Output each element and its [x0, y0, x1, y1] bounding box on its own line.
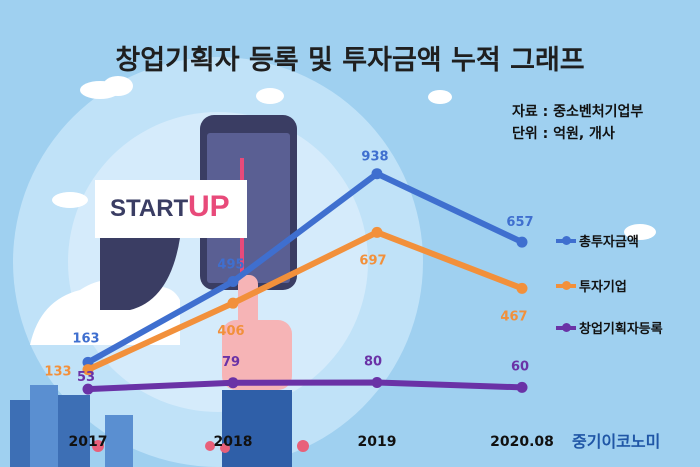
data-label: 467: [500, 309, 527, 324]
data-label: 938: [361, 150, 388, 165]
legend-swatch: [556, 235, 576, 245]
legend-item-investee: 투자기업: [556, 276, 627, 295]
x-tick-label: 2018: [214, 434, 253, 450]
x-tick-label: 2019: [358, 434, 397, 450]
data-label: 60: [511, 359, 529, 374]
data-point: [371, 226, 383, 238]
brand-logo-text: 중기이코노미: [572, 432, 661, 451]
data-point: [371, 168, 383, 180]
legend-label: 창업기획자등록: [579, 322, 663, 337]
data-label: 133: [44, 365, 71, 380]
legend-label: 투자기업: [579, 280, 627, 295]
data-label: 163: [72, 331, 99, 346]
city-buildings: [10, 385, 133, 467]
data-label: 495: [217, 258, 244, 273]
data-point: [516, 236, 528, 248]
legend-swatch: [556, 322, 576, 332]
data-point: [227, 377, 239, 389]
series-line: [85, 170, 525, 366]
data-point: [516, 282, 528, 294]
legend-label: 총투자금액: [579, 235, 639, 250]
data-point: [82, 364, 94, 376]
chart-title: 창업기획자 등록 및 투자금액 누적 그래프: [115, 45, 585, 76]
legend-item-accelerator-registration: 창업기획자등록: [556, 318, 663, 337]
startup-card: [95, 180, 247, 238]
data-label: 697: [359, 253, 386, 268]
series-line: [85, 229, 525, 373]
data-label: 657: [506, 215, 533, 230]
data-label: 79: [222, 355, 240, 370]
source-label: 자료 : 중소벤처기업부: [512, 104, 644, 120]
plot-area: 163 495 938 657 133 406 697 467 53 79 80 60 2017 2018…: [44, 150, 553, 450]
startup-text: START: [110, 195, 189, 222]
data-label: 80: [364, 355, 382, 370]
legend-item-total-investment: 총투자금액: [556, 231, 639, 250]
x-tick-label: 2020.08: [490, 434, 554, 450]
data-point: [82, 383, 94, 395]
data-label: 406: [217, 324, 244, 339]
x-tick-label: 2017: [69, 434, 108, 450]
data-label: 53: [77, 370, 95, 385]
unit-label: 단위 : 억원, 개사: [512, 126, 615, 142]
series-line: [85, 379, 525, 393]
meta-info: 자료 : 중소벤처기업부 단위 : 억원, 개사: [512, 101, 643, 145]
data-point: [227, 297, 239, 309]
data-point: [516, 381, 528, 393]
background-decoration: [10, 57, 656, 467]
data-point: [227, 276, 239, 288]
legend-swatch: [556, 280, 576, 290]
up-text: UP: [188, 190, 230, 223]
data-point: [371, 377, 383, 389]
